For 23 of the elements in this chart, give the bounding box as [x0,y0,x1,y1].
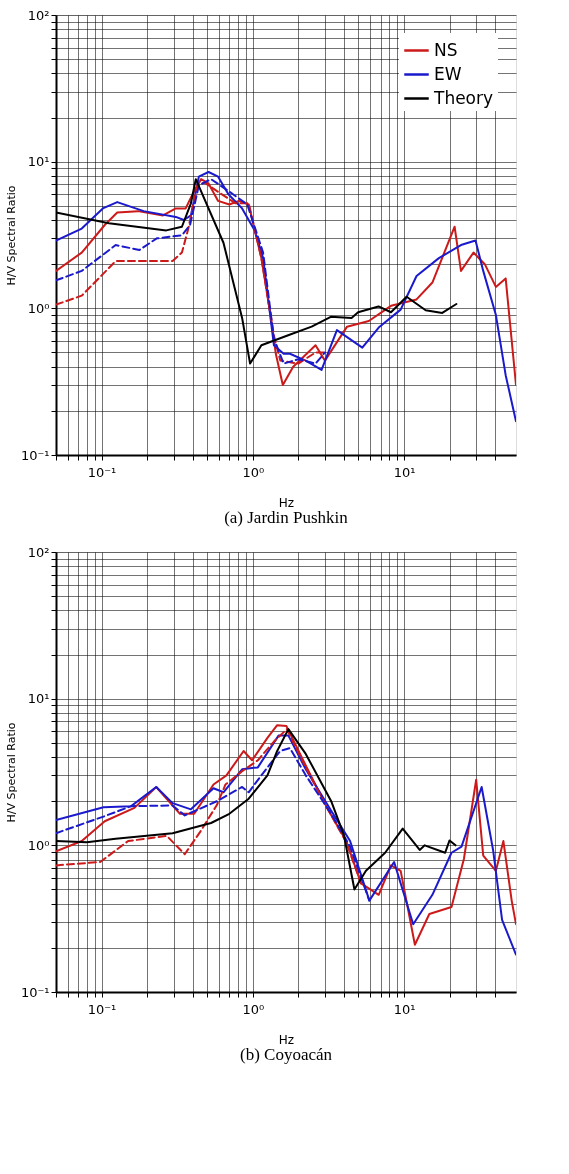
y-tick-label: 10² [27,7,50,23]
text: (b) Coyoacán [239,1045,333,1064]
y-axis-title: H/V Spectral Ratio [4,722,18,823]
y-axis-title: H/V Spectral Ratio [4,185,18,286]
y-tick-label: 10¹ [27,691,50,707]
x-axis-title: Hz [278,495,295,510]
x-tick-label: 10⁰ [242,1001,265,1017]
y-tick-label: 10⁰ [27,300,50,316]
x-axis-title: Hz [278,1032,295,1047]
y-tick-label: 10⁻¹ [20,447,50,463]
x-tick-label: 10¹ [393,1001,416,1017]
x-tick-label: 10⁻¹ [87,1001,117,1017]
x-tick-label: 10⁻¹ [87,464,117,480]
legend-label: Theory [433,87,494,108]
legend-label: EW [434,63,462,84]
y-tick-label: 10⁻¹ [20,984,50,1000]
x-tick-label: 10⁰ [242,464,265,480]
y-tick-label: 10¹ [27,154,50,170]
text: (a) Jardin Pushkin [224,508,349,527]
y-tick-label: 10⁰ [27,837,50,853]
y-tick-label: 10² [27,544,50,560]
legend-label: NS [434,39,458,60]
x-tick-label: 10¹ [393,464,416,480]
